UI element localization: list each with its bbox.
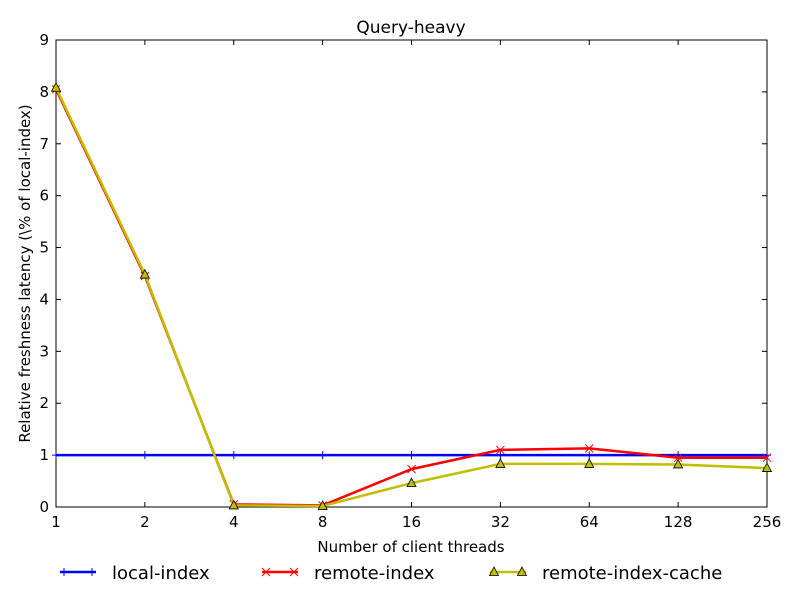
- legend: local-index remote-index remote-index-cach…: [60, 563, 722, 584]
- data-point: [672, 458, 684, 469]
- legend-entry: local-index: [60, 563, 210, 584]
- data-point: [516, 566, 528, 576]
- chart-title: Query-heavy: [356, 18, 465, 38]
- y-tick-label: 1: [39, 446, 49, 464]
- data-point: [585, 451, 594, 460]
- y-tick-label: 3: [39, 342, 49, 360]
- data-point: [495, 458, 506, 468]
- data-point: [584, 458, 595, 468]
- y-tick-label: 8: [39, 83, 49, 101]
- legend-entry: remote-index: [261, 563, 435, 584]
- x-tick-label: 1: [51, 513, 61, 531]
- data-point: [229, 451, 238, 460]
- x-tick-label: 32: [491, 513, 510, 531]
- y-axis: 0 1 2 3 4 5 6 7 8 9: [39, 31, 767, 516]
- y-tick-label: 6: [39, 187, 49, 205]
- y-tick-label: 2: [39, 394, 49, 412]
- data-point: [50, 81, 62, 92]
- data-point: [407, 464, 416, 474]
- legend-entry: remote-index-cache: [488, 563, 722, 584]
- x-tick-label: 8: [318, 513, 328, 531]
- legend-label: remote-index-cache: [542, 563, 722, 584]
- data-point: [52, 451, 60, 460]
- x-tick-label: 16: [402, 513, 421, 531]
- data-point: [584, 444, 594, 453]
- data-point: [673, 453, 683, 463]
- y-tick-label: 7: [39, 135, 49, 153]
- x-axis-label: Number of client threads: [317, 538, 504, 556]
- data-point: [488, 566, 500, 576]
- legend-label: local-index: [112, 563, 210, 584]
- data-point: [289, 567, 299, 577]
- data-point: [318, 451, 327, 460]
- x-tick-label: 2: [140, 513, 150, 531]
- x-tick-label: 4: [229, 513, 239, 531]
- data-point: [496, 445, 505, 455]
- y-tick-label: 5: [39, 239, 49, 257]
- data-point: [228, 499, 239, 510]
- legend-label: remote-index: [314, 563, 435, 584]
- series-remote-index-cache: [50, 81, 773, 510]
- x-axis: 1 2 4 8 16 32 64 128 256: [51, 40, 781, 531]
- y-axis-label: Relative freshness latency (\% of local-…: [16, 104, 34, 442]
- data-point: [762, 453, 772, 463]
- y-tick-label: 0: [39, 498, 49, 516]
- data-point: [139, 268, 151, 279]
- y-tick-label: 4: [39, 290, 49, 308]
- series-layer: [50, 81, 773, 510]
- data-point: [88, 568, 96, 576]
- data-point: [317, 500, 328, 510]
- data-point: [261, 567, 271, 577]
- plot-frame: [55, 39, 768, 508]
- x-tick-label: 64: [580, 513, 599, 531]
- data-point: [407, 451, 416, 460]
- data-point: [140, 451, 149, 460]
- y-tick-label: 9: [39, 31, 49, 49]
- data-point: [60, 568, 68, 576]
- data-point: [761, 462, 773, 472]
- x-tick-label: 128: [664, 513, 693, 531]
- x-tick-label: 256: [753, 513, 782, 531]
- data-point: [496, 451, 505, 460]
- data-point: [406, 477, 417, 488]
